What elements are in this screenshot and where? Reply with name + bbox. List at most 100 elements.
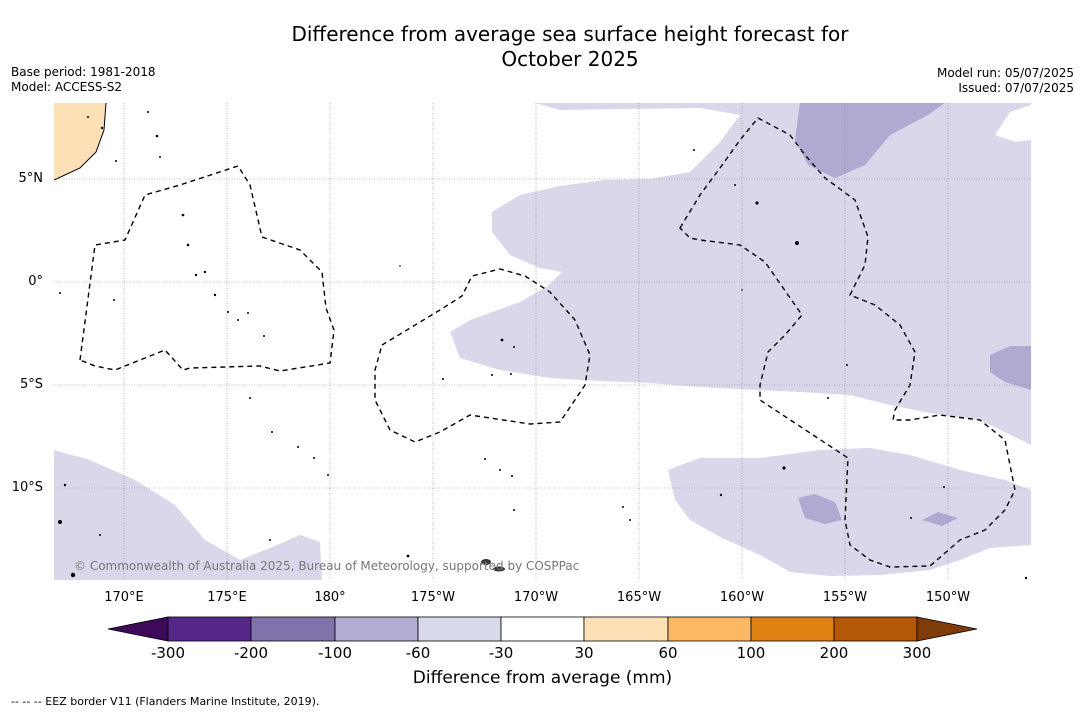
island-36 <box>499 469 501 471</box>
anomaly-region-strong-east <box>990 346 1031 390</box>
island-9 <box>194 273 198 277</box>
island-5 <box>155 134 159 138</box>
colorbar-tick-neg200: -200 <box>233 644 269 662</box>
coastline-northwest <box>54 103 107 181</box>
island-30 <box>442 378 444 380</box>
colorbar-title: Difference from average (mm) <box>412 668 673 688</box>
island-3 <box>115 160 117 162</box>
colorbar-tick-300: 300 <box>902 644 932 662</box>
eez-kiribati-gilbert <box>79 165 335 372</box>
island-7 <box>181 213 185 217</box>
anomaly-region-central <box>450 103 1031 445</box>
colorbar-tick-neg300: -300 <box>150 644 186 662</box>
island-54 <box>493 566 505 572</box>
base-period: Base period: 1981-2018 <box>11 65 156 79</box>
lat-label-5s: 5°S <box>19 377 43 392</box>
island-21 <box>313 457 315 459</box>
model-name: Model: ACCESS-S2 <box>11 80 123 94</box>
lon-label-160w: 160°W <box>719 590 765 605</box>
anomaly-region-strong-north <box>795 103 945 178</box>
anomaly-region-southeast <box>668 448 1031 576</box>
island-51 <box>943 486 945 488</box>
eez-phoenix-islands <box>374 268 591 443</box>
gridlines <box>54 103 1031 580</box>
meta-left: Base period: 1981-2018 Model: ACCESS-S2 <box>11 65 156 95</box>
island-8 <box>186 243 190 247</box>
lon-label-165w: 165°W <box>616 590 662 605</box>
island-25 <box>99 534 101 536</box>
island-40 <box>629 519 631 521</box>
island-14 <box>237 319 239 321</box>
colorbar-tick-30: 30 <box>574 644 594 662</box>
island-33 <box>500 338 504 342</box>
island-38 <box>513 509 515 511</box>
lat-label-0: 0° <box>28 274 43 289</box>
island-27 <box>406 554 410 558</box>
island-6 <box>159 156 161 158</box>
island-37 <box>511 475 513 477</box>
eez-legend-note: -- -- -- EEZ border V11 (Flanders Marine… <box>11 695 320 708</box>
island-32 <box>510 373 512 375</box>
anomaly-region-positive-northwest <box>54 103 106 180</box>
island-35 <box>484 458 486 460</box>
island-50 <box>910 517 912 519</box>
lon-label-150w: 150°W <box>925 590 971 605</box>
island-45 <box>741 289 743 291</box>
island-47 <box>827 397 829 399</box>
colorbar-segment-4 <box>417 616 502 642</box>
island-20 <box>297 446 299 448</box>
title-line-2: October 2025 <box>501 47 639 71</box>
lon-label-175w: 175°W <box>410 590 456 605</box>
colorbar-segment-1 <box>167 616 252 642</box>
island-23 <box>63 483 67 487</box>
colorbar-tick-60: 60 <box>658 644 678 662</box>
island-43 <box>755 201 759 205</box>
island-42 <box>734 184 736 186</box>
island-29 <box>399 265 401 267</box>
lon-label-170e: 170°E <box>104 590 144 605</box>
island-39 <box>622 506 624 508</box>
island-2 <box>100 126 104 130</box>
issued-date: Issued: 07/07/2025 <box>958 81 1074 95</box>
eez-line-islands <box>679 117 1016 568</box>
island-18 <box>249 397 251 399</box>
lat-label-10s: 10°S <box>11 480 43 495</box>
model-run: Model run: 05/07/2025 <box>936 66 1074 80</box>
lon-label-175e: 175°E <box>207 590 247 605</box>
island-52 <box>1024 576 1028 580</box>
island-53 <box>481 559 491 565</box>
colorbar-segment-5 <box>500 616 585 642</box>
neutral-patch-northeast <box>995 105 1031 142</box>
island-13 <box>247 312 249 314</box>
colorbar-segment-6 <box>583 616 669 642</box>
colorbar-extend-low <box>107 616 169 642</box>
lon-label-180: 180° <box>314 590 346 605</box>
anomaly-region-southwest <box>54 450 322 580</box>
island-10 <box>203 270 207 274</box>
map-area <box>54 103 1031 580</box>
island-16 <box>59 292 61 294</box>
colorbar <box>107 616 978 642</box>
colorbar-tick-neg100: -100 <box>317 644 353 662</box>
island-41 <box>693 149 695 151</box>
title-line-1: Difference from average sea surface heig… <box>291 22 849 46</box>
island-12 <box>227 311 229 313</box>
lon-label-170w: 170°W <box>513 590 559 605</box>
page-title: Difference from average sea surface heig… <box>0 22 1085 72</box>
colorbar-tick-200: 200 <box>819 644 849 662</box>
anomaly-region-strong-southeast <box>922 512 958 526</box>
colorbar-tick-100: 100 <box>736 644 766 662</box>
eez-borders <box>79 117 1016 568</box>
island-48 <box>782 466 786 470</box>
island-49 <box>719 493 723 497</box>
colorbar-segment-2 <box>250 616 336 642</box>
island-19 <box>271 431 273 433</box>
colorbar-segment-3 <box>334 616 419 642</box>
colorbar-segment-8 <box>750 616 835 642</box>
island-31 <box>491 374 493 376</box>
island-26 <box>70 572 76 578</box>
islands <box>58 111 1028 580</box>
island-24 <box>58 520 62 524</box>
island-17 <box>113 299 115 301</box>
